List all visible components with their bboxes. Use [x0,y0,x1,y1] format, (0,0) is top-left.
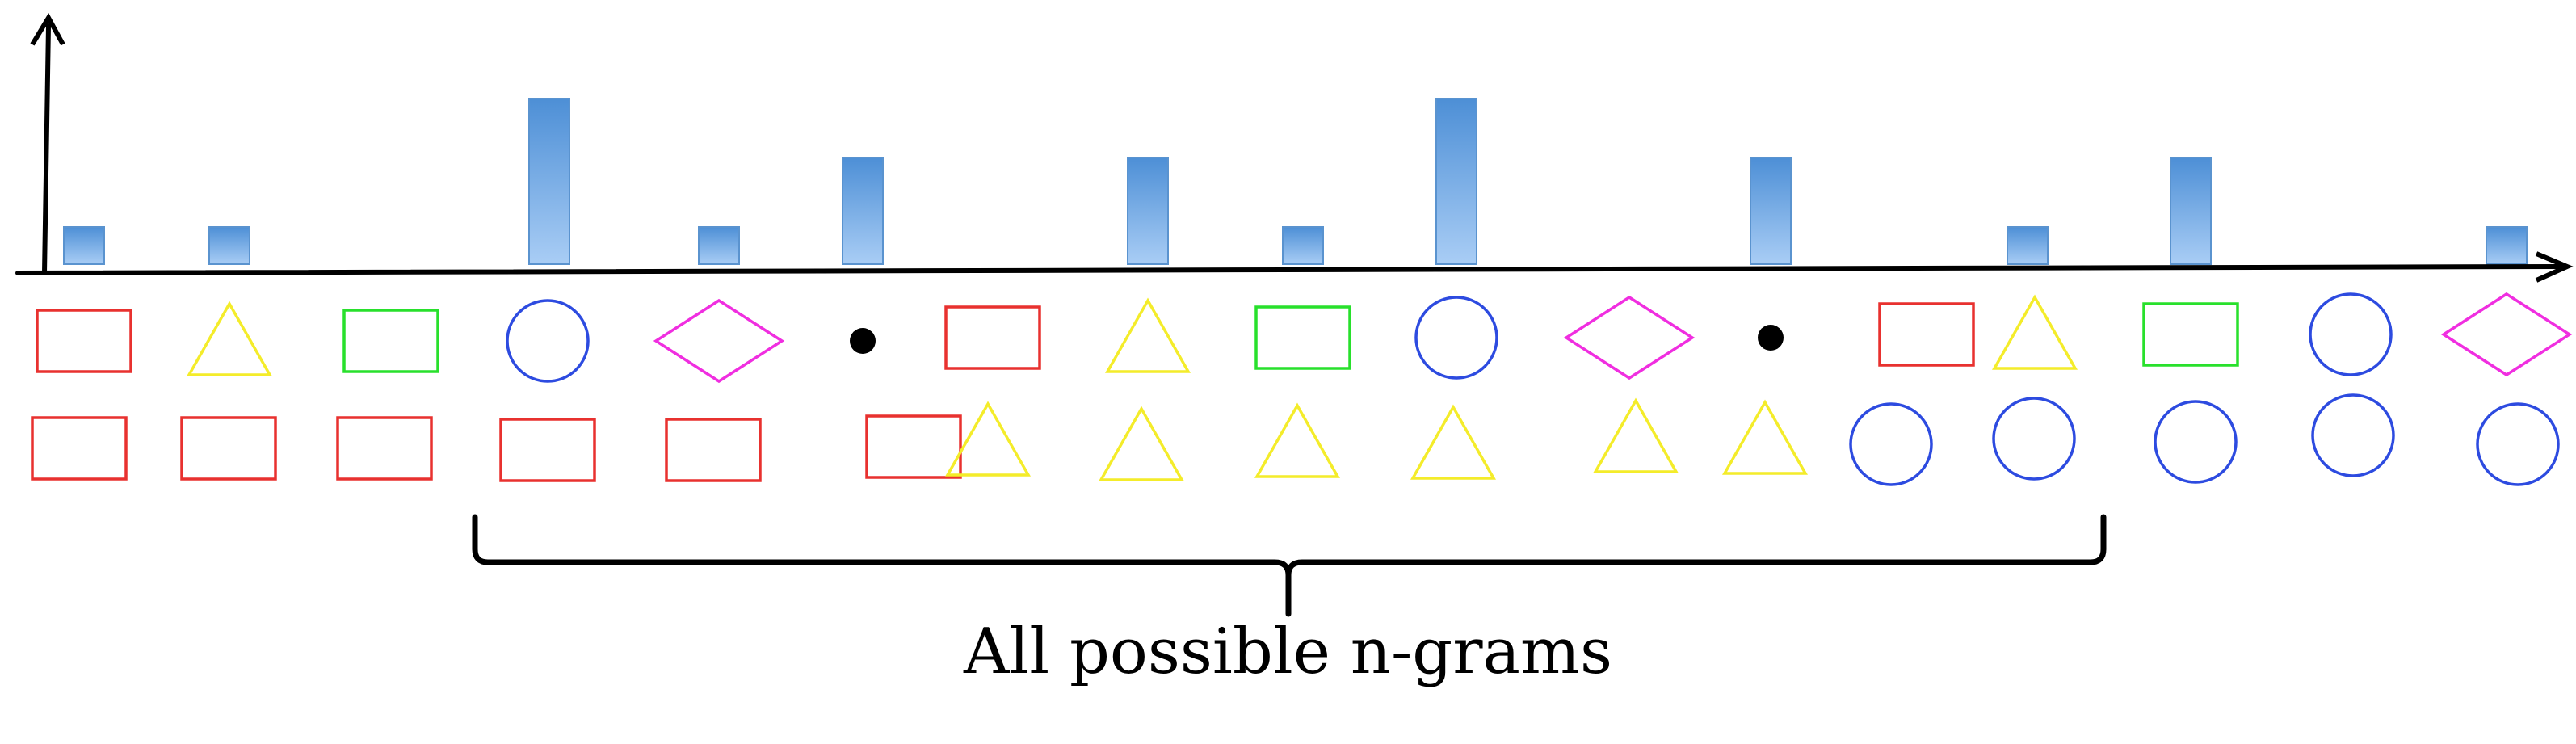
sequence-diamond-icon [1563,295,1696,380]
sequence-triangle-icon [1991,294,2078,370]
histogram-bar [1282,226,1324,265]
sequence-circle-icon [506,299,590,383]
y-axis [42,23,51,275]
sorted-rect-icon [665,418,762,482]
x-axis-arrowhead [2535,251,2574,283]
sequence-rect-icon [36,309,132,373]
histogram-bar [2486,226,2528,265]
sorted-rect-icon [499,418,596,482]
sequence-circle-icon [2309,292,2393,376]
sorted-rect-icon [336,416,433,481]
histogram-axes [15,12,2574,283]
histogram-bar [528,98,570,265]
sorted-rect-icon [31,416,128,481]
sorted-triangle-icon [1410,404,1497,480]
x-axis [15,264,2563,275]
sorted-circle-icon [2311,393,2395,477]
y-axis-arrowhead [30,12,65,46]
sorted-circle-icon [2476,402,2560,486]
histogram-bar [2007,226,2049,265]
histogram-bar [1127,157,1169,265]
sequence-rect-icon [1878,302,1975,367]
sorted-circle-icon [1849,402,1933,486]
sequence-dot-icon [850,328,876,354]
histogram-bars [63,98,2528,265]
histogram-bar [63,226,105,265]
sequence-triangle-icon [1104,297,1191,373]
histogram-bar [1750,157,1792,265]
sorted-circle-icon [1992,397,2076,481]
caption: All possible n-grams [963,616,1613,688]
histogram-bar [208,226,250,265]
sequence-dot-icon [1758,325,1784,351]
sequence-green-rect-icon [1254,305,1351,370]
sorted-row [31,393,2560,486]
sorted-triangle-icon [1098,406,1185,481]
sequence-green-rect-icon [342,309,439,373]
sorted-triangle-icon [944,401,1032,477]
sequence-rect-icon [944,305,1041,370]
sequence-row [36,292,2573,384]
sorted-rect-icon [865,414,962,479]
histogram-bar [698,226,740,265]
n-gram-brace [472,514,2107,617]
sequence-diamond-icon [653,298,785,384]
histogram-bar [2170,157,2212,265]
sorted-triangle-icon [1721,399,1809,475]
histogram-bar [1435,98,1477,265]
histogram-bar [842,157,884,265]
sorted-triangle-icon [1592,397,1679,473]
sequence-triangle-icon [186,301,273,376]
sorted-triangle-icon [1254,402,1341,478]
sorted-circle-icon [2154,400,2238,484]
sorted-rect-icon [180,416,277,481]
sequence-diamond-icon [2440,292,2573,377]
sequence-circle-icon [1414,296,1498,380]
sequence-green-rect-icon [2142,302,2239,367]
